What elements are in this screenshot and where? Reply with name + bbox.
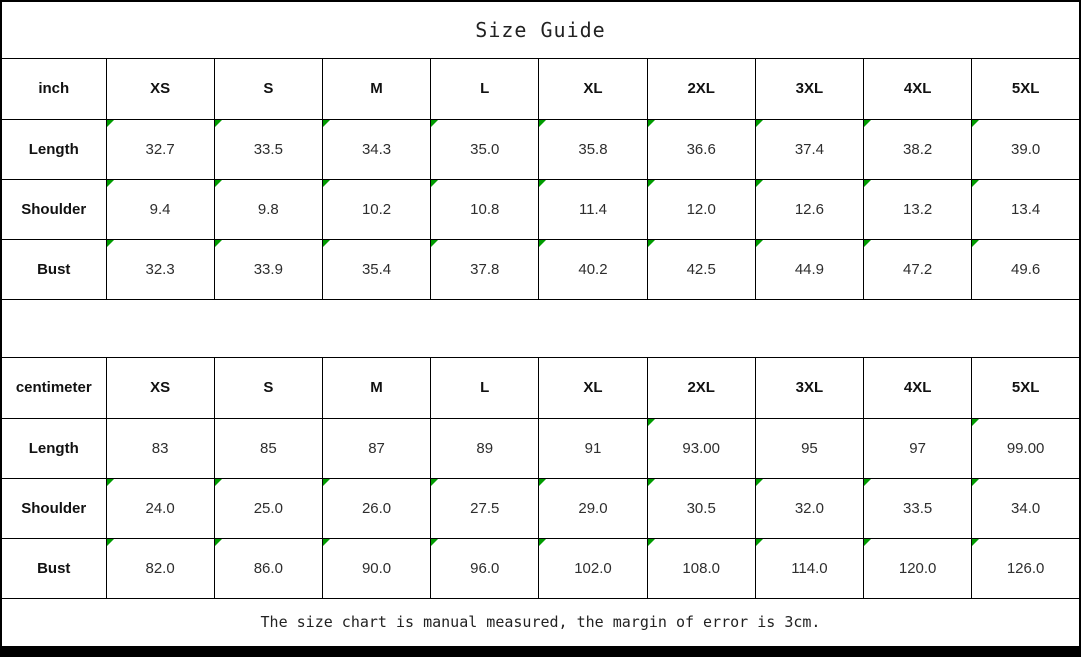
measurement-value: 102.0 (538, 537, 648, 599)
size-header-xl: XL (538, 57, 648, 120)
measurement-value: 12.0 (646, 178, 756, 240)
measurement-value: 96.0 (430, 537, 540, 599)
measurement-value: 86.0 (213, 537, 323, 599)
measurement-value: 85 (213, 417, 323, 479)
measurement-value: 27.5 (430, 477, 540, 539)
measurement-value: 13.2 (863, 178, 973, 240)
measurement-value: 91 (538, 417, 648, 479)
size-header-m: M (321, 356, 432, 419)
size-header-xl: XL (538, 356, 648, 419)
size-header-4xl: 4XL (863, 356, 973, 419)
measurement-value: 95 (754, 417, 865, 479)
measurement-value: 35.0 (430, 118, 540, 180)
measurement-value: 42.5 (646, 238, 756, 300)
measurement-label: Length (0, 118, 107, 180)
title-row: Size Guide (0, 0, 1081, 59)
measurement-row: Bust 82.0 86.0 90.0 96.0 102.0 108.0 114.0 120.0… (0, 537, 1081, 599)
size-header-l: L (430, 356, 540, 419)
centimeter-section: centimeter XS S M L XL 2XL 3XL 4XL 5XL Length 83 85 8… (0, 356, 1081, 599)
size-header-5xl: 5XL (971, 356, 1081, 419)
measurement-value: 34.3 (321, 118, 432, 180)
measurement-value: 9.8 (213, 178, 323, 240)
size-header-2xl: 2XL (646, 356, 756, 419)
measurement-value: 97 (863, 417, 973, 479)
measurement-value: 44.9 (754, 238, 865, 300)
measurement-value: 99.00 (971, 417, 1081, 479)
measurement-value: 29.0 (538, 477, 648, 539)
measurement-value: 82.0 (105, 537, 215, 599)
measurement-value: 87 (321, 417, 432, 479)
measurement-value: 37.4 (754, 118, 865, 180)
size-header-l: L (430, 57, 540, 120)
spacer-row (0, 298, 1081, 358)
unit-header: centimeter (0, 356, 107, 419)
measurement-label: Bust (0, 537, 107, 599)
measurement-value: 26.0 (321, 477, 432, 539)
inch-section: inch XS S M L XL 2XL 3XL 4XL 5XL Length 32.7 33.5 34.… (0, 57, 1081, 300)
measurement-label: Shoulder (0, 477, 107, 539)
size-header-m: M (321, 57, 432, 120)
size-header-row: centimeter XS S M L XL 2XL 3XL 4XL 5XL (0, 356, 1081, 419)
measurement-value: 11.4 (538, 178, 648, 240)
measurement-value: 126.0 (971, 537, 1081, 599)
measurement-value: 12.6 (754, 178, 865, 240)
size-header-5xl: 5XL (971, 57, 1081, 120)
measurement-value: 83 (105, 417, 215, 479)
measurement-value: 38.2 (863, 118, 973, 180)
measurement-value: 30.5 (646, 477, 756, 539)
measurement-label: Shoulder (0, 178, 107, 240)
size-header-row: inch XS S M L XL 2XL 3XL 4XL 5XL (0, 57, 1081, 120)
measurement-row: Shoulder 9.4 9.8 10.2 10.8 11.4 12.0 12.6 13.2 13… (0, 178, 1081, 240)
measurement-value: 35.8 (538, 118, 648, 180)
measurement-label: Bust (0, 238, 107, 300)
measurement-value: 24.0 (105, 477, 215, 539)
measurement-value: 32.7 (105, 118, 215, 180)
measurement-row: Bust 32.3 33.9 35.4 37.8 40.2 42.5 44.9 47.2 49.6 (0, 238, 1081, 300)
measurement-value: 108.0 (646, 537, 756, 599)
bottom-black-bar (0, 648, 1081, 657)
footer-note: The size chart is manual measured, the m… (0, 597, 1081, 648)
size-header-3xl: 3XL (754, 57, 865, 120)
size-header-xs: XS (105, 356, 215, 419)
measurement-value: 34.0 (971, 477, 1081, 539)
measurement-value: 39.0 (971, 118, 1081, 180)
measurement-value: 93.00 (646, 417, 756, 479)
measurement-value: 36.6 (646, 118, 756, 180)
measurement-value: 90.0 (321, 537, 432, 599)
measurement-value: 9.4 (105, 178, 215, 240)
measurement-row: Length 32.7 33.5 34.3 35.0 35.8 36.6 37.4 38.2 39… (0, 118, 1081, 180)
measurement-value: 33.9 (213, 238, 323, 300)
size-header-s: S (213, 57, 323, 120)
spacer-cell (0, 298, 1081, 358)
measurement-value: 10.2 (321, 178, 432, 240)
measurement-value: 33.5 (213, 118, 323, 180)
unit-header: inch (0, 57, 107, 120)
measurement-value: 10.8 (430, 178, 540, 240)
size-header-3xl: 3XL (754, 356, 865, 419)
measurement-value: 47.2 (863, 238, 973, 300)
page-title: Size Guide (0, 0, 1081, 59)
measurement-value: 89 (430, 417, 540, 479)
measurement-value: 114.0 (754, 537, 865, 599)
measurement-value: 25.0 (213, 477, 323, 539)
measurement-value: 120.0 (863, 537, 973, 599)
measurement-row: Shoulder 24.0 25.0 26.0 27.5 29.0 30.5 32.0 33.5… (0, 477, 1081, 539)
measurement-value: 35.4 (321, 238, 432, 300)
measurement-value: 33.5 (863, 477, 973, 539)
size-header-xs: XS (105, 57, 215, 120)
measurement-row: Length 83 85 87 89 91 93.00 95 97 99.00 (0, 417, 1081, 479)
footer-row: The size chart is manual measured, the m… (0, 597, 1081, 648)
size-header-2xl: 2XL (646, 57, 756, 120)
measurement-value: 40.2 (538, 238, 648, 300)
size-header-s: S (213, 356, 323, 419)
measurement-value: 37.8 (430, 238, 540, 300)
measurement-value: 13.4 (971, 178, 1081, 240)
measurement-value: 32.3 (105, 238, 215, 300)
measurement-value: 49.6 (971, 238, 1081, 300)
size-header-4xl: 4XL (863, 57, 973, 120)
measurement-value: 32.0 (754, 477, 865, 539)
measurement-label: Length (0, 417, 107, 479)
